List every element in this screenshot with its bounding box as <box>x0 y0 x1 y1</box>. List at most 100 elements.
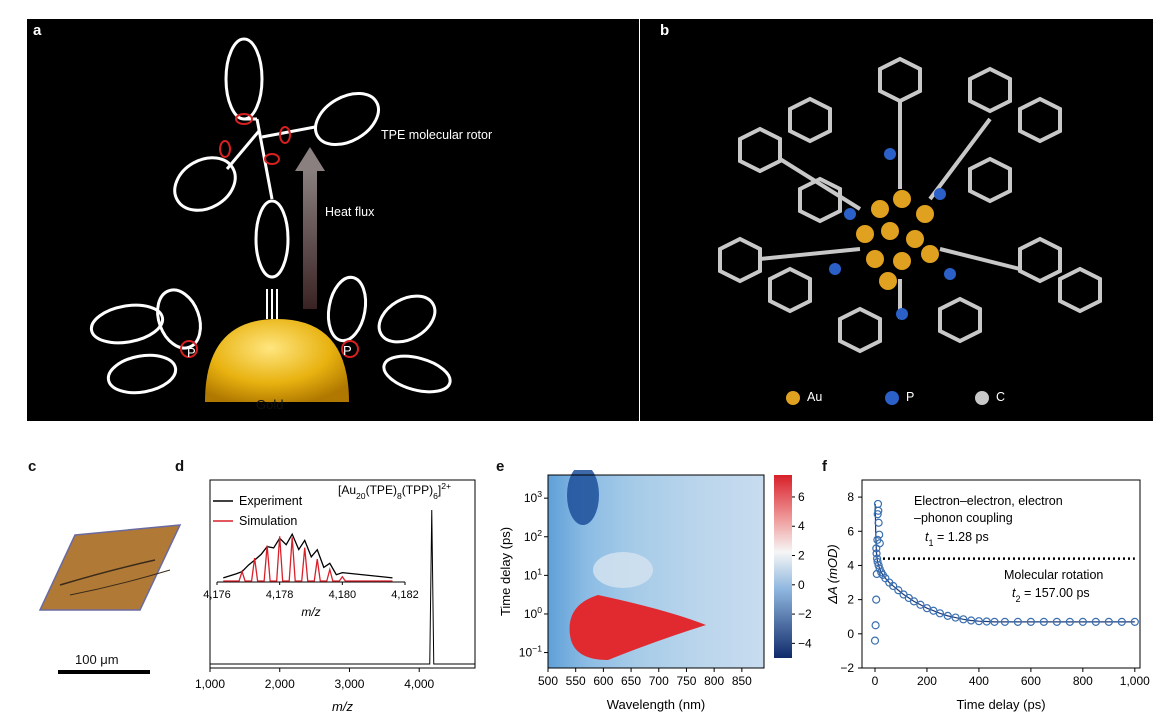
panel-label-d: d <box>175 458 185 475</box>
data-point <box>990 617 999 626</box>
x-axis-label: Time delay (ps) <box>956 697 1045 712</box>
fit-line <box>874 503 1135 623</box>
y-tick-label: 102 <box>524 528 542 544</box>
data-point <box>943 611 952 620</box>
scale-bar-label: 100 μm <box>75 652 119 667</box>
heatmap-positive-region <box>569 595 706 660</box>
x-tick-label: 2,000 <box>265 677 295 691</box>
heat-flux-label: Heat flux <box>325 205 375 219</box>
data-point <box>871 621 880 630</box>
rotor-label: TPE molecular rotor <box>381 128 493 142</box>
x-tick-label: 700 <box>649 674 669 688</box>
x-tick-label: 800 <box>1073 674 1093 688</box>
chart-f-kinetics: 0 200 400 600 800 1,000 Time delay (ps) −2 0 2 4 6 8… <box>825 479 1150 712</box>
x-tick-label: 200 <box>917 674 937 688</box>
data-point <box>1078 617 1087 626</box>
x-tick-label: 3,000 <box>334 677 364 691</box>
annotation-rotation: Molecular rotation <box>1004 568 1103 582</box>
y-tick-label: 0 <box>847 627 854 641</box>
scale-bar <box>58 670 150 674</box>
data-point <box>951 613 960 622</box>
data-point <box>873 510 882 519</box>
chart-d-mass-spectrum: 1,000 2,000 3,000 4,000 m/z [Au20(TPE)8(TPP)6… <box>195 479 476 714</box>
data-point <box>874 561 883 570</box>
x-tick-label: 600 <box>593 674 613 688</box>
legend-c: C <box>996 390 1006 404</box>
x-tick-label: 400 <box>969 674 989 688</box>
x-tick-label: 850 <box>732 674 752 688</box>
y-axis-label: Time delay (ps) <box>498 527 513 616</box>
heat-arrow <box>303 169 317 309</box>
data-point <box>874 506 883 515</box>
inset-x-tick-label: 4,182 <box>391 589 419 601</box>
data-point <box>1013 617 1022 626</box>
y-tick-label: 103 <box>524 489 542 505</box>
data-point <box>967 616 976 625</box>
colorbar-tick-label: 4 <box>798 519 805 533</box>
p-label-right: P <box>343 343 352 358</box>
crystal-micrograph <box>38 524 182 611</box>
colorbar-tick-label: 0 <box>798 578 805 592</box>
inset-x-tick-label: 4,178 <box>266 589 294 601</box>
y-tick-label: 101 <box>524 566 542 582</box>
colorbar-tick-label: 6 <box>798 490 805 504</box>
y-tick-label: −2 <box>840 661 854 675</box>
panel-label-a: a <box>33 22 42 39</box>
y-tick-label: 8 <box>847 490 854 504</box>
data-point <box>1065 617 1074 626</box>
annotation-coupling-1: Electron–electron, electron <box>914 494 1063 508</box>
panel-label-e: e <box>496 458 505 475</box>
y-axis-label: ΔA (mOD) <box>825 544 840 605</box>
data-point <box>872 544 881 553</box>
y-tick-label: 100 <box>524 605 542 621</box>
inset-x-tick-label: 4,180 <box>329 589 357 601</box>
x-axis-label: Wavelength (nm) <box>607 697 706 712</box>
legend-au: Au <box>807 390 823 404</box>
inset-x-axis-label: m/z <box>301 605 320 619</box>
x-tick-label: 600 <box>1021 674 1041 688</box>
p-label-left: P <box>187 345 196 360</box>
inset-x-tick-label: 4,176 <box>203 589 231 601</box>
x-tick-label: 550 <box>566 674 586 688</box>
heatmap-negative-region <box>567 470 599 525</box>
au-legend-marker <box>786 391 800 405</box>
data-point <box>889 581 898 591</box>
data-point <box>870 636 880 645</box>
data-point <box>1026 617 1035 626</box>
x-tick-label: 750 <box>676 674 696 688</box>
panel-label-b: b <box>660 22 670 39</box>
data-point <box>872 549 881 558</box>
legend-simulation: Simulation <box>239 514 297 528</box>
data-point <box>935 609 945 618</box>
x-tick-label: 4,000 <box>404 677 434 691</box>
panel-label-c: c <box>28 458 37 475</box>
chart-f-frame <box>861 479 1141 669</box>
data-point <box>874 518 883 527</box>
colorbar-tick-label: 2 <box>798 549 805 563</box>
tpe-rotor-illustration: P P <box>89 37 452 402</box>
data-point <box>1000 617 1009 626</box>
gold-label: Gold <box>256 397 284 412</box>
inset-series-simulation <box>223 536 393 582</box>
chart-e-frame <box>547 474 765 669</box>
series-experiment <box>210 509 475 665</box>
y-tick-label: 4 <box>847 558 854 572</box>
data-point <box>916 600 925 609</box>
colorbar-tick-label: −4 <box>798 636 812 650</box>
x-tick-label: 1,000 <box>1120 674 1150 688</box>
x-tick-label: 0 <box>872 674 879 688</box>
data-point <box>894 586 903 595</box>
data-point <box>959 615 968 624</box>
annotation-t1: t1 = 1.28 ps <box>925 530 989 548</box>
data-point <box>1117 617 1126 626</box>
c-legend-marker <box>975 391 989 405</box>
data-point <box>1091 617 1100 626</box>
annotation-coupling-2: –phonon coupling <box>914 511 1013 525</box>
x-tick-label: 1,000 <box>195 677 225 691</box>
panel-label-f: f <box>822 458 827 475</box>
data-point <box>1052 617 1061 626</box>
x-tick-label: 500 <box>538 674 558 688</box>
data-point <box>872 595 881 604</box>
x-tick-label: 800 <box>704 674 724 688</box>
legend-p: P <box>906 390 915 404</box>
